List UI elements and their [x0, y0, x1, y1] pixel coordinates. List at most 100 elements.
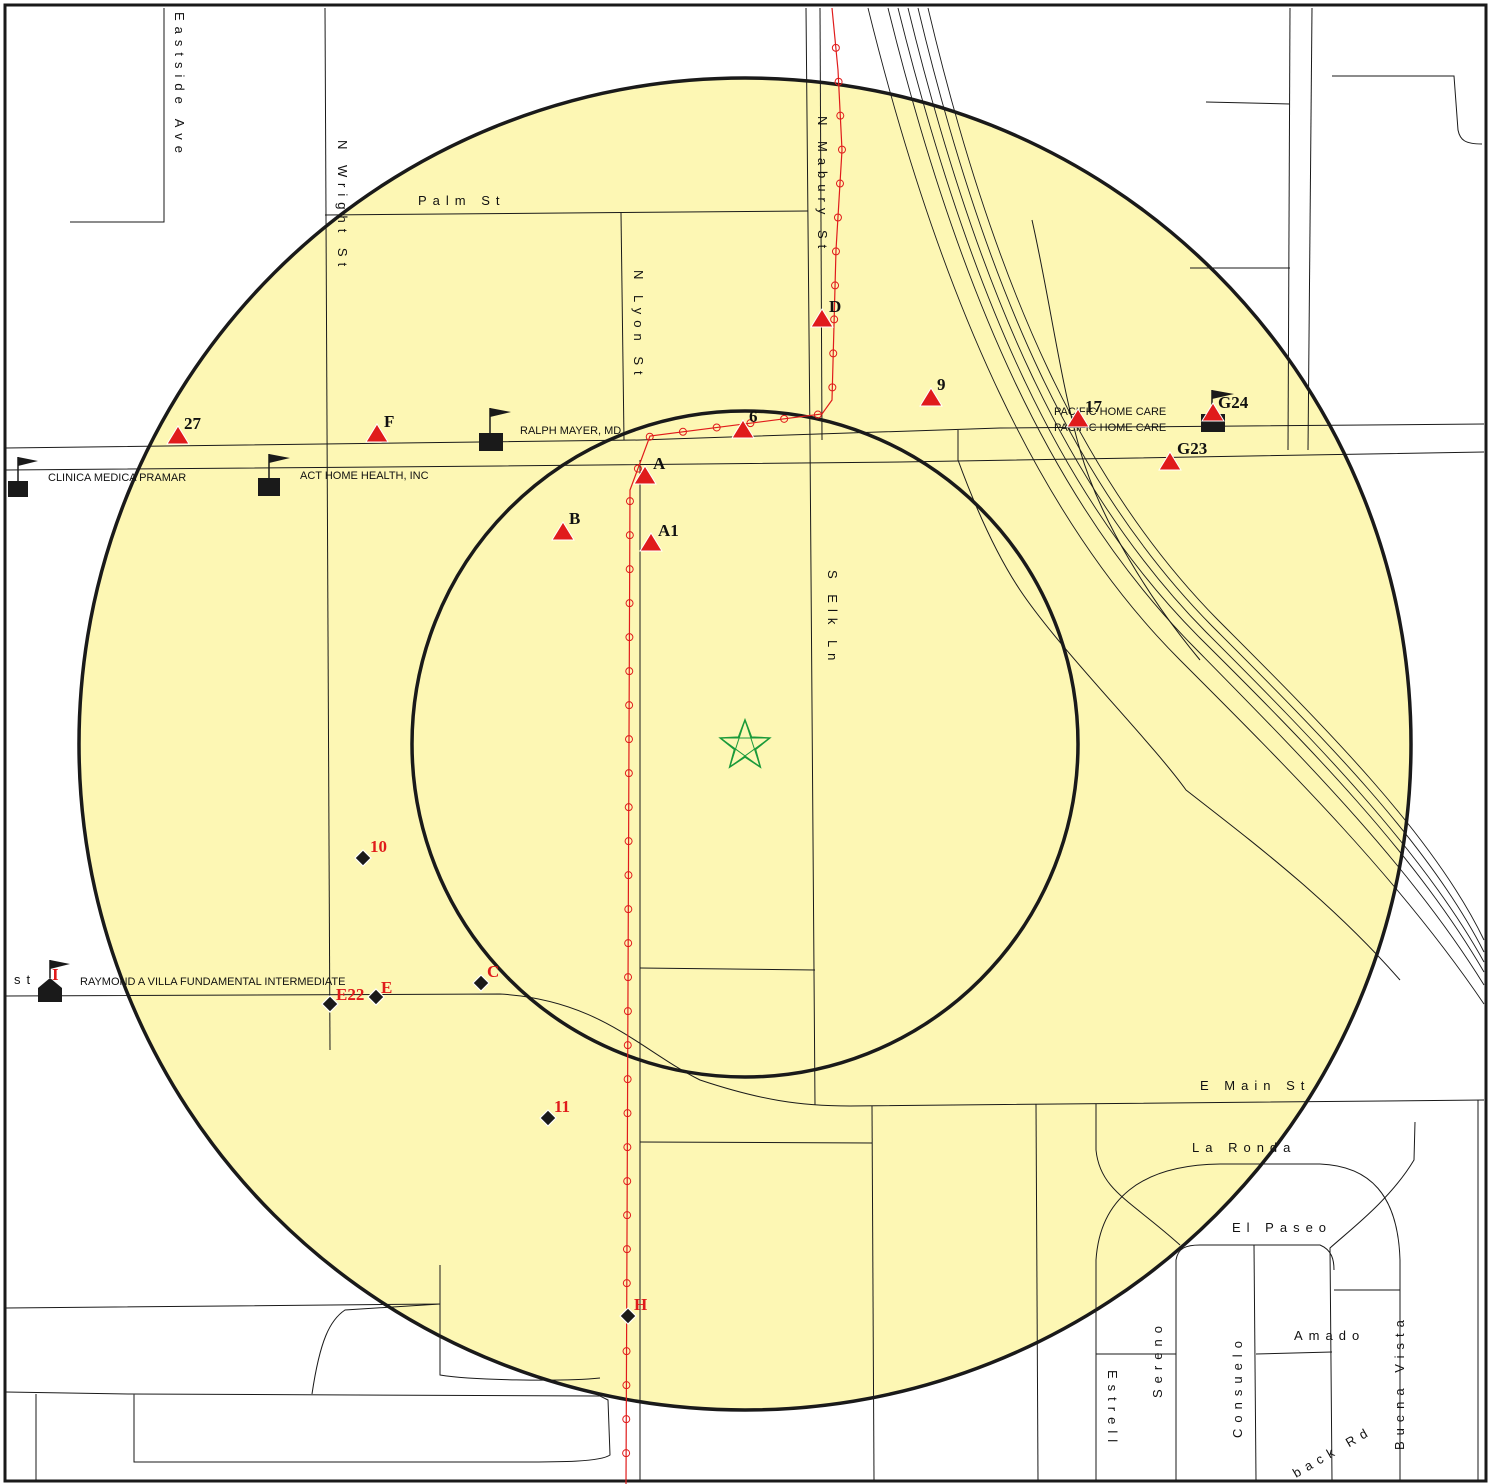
route-node — [622, 1347, 631, 1356]
site-label-s11: 11 — [554, 1097, 570, 1116]
outer-buffer-ring — [77, 76, 1413, 1412]
route-node — [623, 1109, 632, 1118]
route-node — [625, 497, 634, 506]
street-label-n-lyon-st: N Lyon St — [631, 270, 646, 381]
route-node — [625, 565, 634, 574]
route-node — [625, 701, 634, 710]
flag-icon[interactable] — [479, 408, 511, 451]
site-triangle-icon[interactable] — [633, 465, 657, 485]
site-triangle-icon[interactable] — [919, 387, 943, 407]
route-node — [829, 349, 838, 358]
site-triangle-icon[interactable] — [731, 419, 755, 439]
route-node — [624, 769, 633, 778]
flag-icon[interactable] — [8, 457, 38, 497]
facility-label-raymond: RAYMOND A VILLA FUNDAMENTAL INTERMEDIATE — [80, 976, 345, 988]
site-label-B: B — [569, 509, 580, 528]
route-node — [624, 973, 633, 982]
route-node — [625, 531, 634, 540]
route-node — [645, 432, 654, 441]
site-label-s17: 17 — [1085, 397, 1103, 416]
site-triangle-icon[interactable] — [166, 425, 190, 445]
site-label-s10: 10 — [370, 837, 387, 856]
site-label-F: F — [384, 412, 394, 431]
flag-icon[interactable] — [258, 454, 290, 496]
site-label-G24: G24 — [1218, 393, 1249, 412]
site-diamond-icon[interactable] — [321, 995, 339, 1013]
route-node — [678, 427, 687, 436]
route-node — [623, 1075, 632, 1084]
route-node — [625, 599, 634, 608]
street-label-estrell: Estrell — [1105, 1370, 1120, 1448]
route-node — [831, 281, 840, 290]
site-label-E: E — [381, 978, 392, 997]
route-node — [622, 1279, 631, 1288]
route-node — [831, 247, 840, 256]
route-node — [830, 315, 839, 324]
site-label-E22: E22 — [336, 985, 364, 1004]
facility-label-act-home: ACT HOME HEALTH, INC — [300, 470, 429, 482]
site-triangle-icon[interactable] — [1066, 408, 1090, 428]
route-node — [624, 905, 633, 914]
street-label-n-wright-st: N Wright St — [335, 140, 350, 272]
street-label-consuelo: Consuelo — [1230, 1335, 1245, 1438]
route-node — [625, 667, 634, 676]
route-node — [622, 1245, 631, 1254]
route-node — [831, 43, 840, 52]
route-node — [623, 1211, 632, 1220]
site-diamond-icon[interactable] — [367, 988, 385, 1006]
route-node — [834, 77, 843, 86]
route-node — [622, 1381, 631, 1390]
site-label-D: D — [829, 297, 841, 316]
route-node — [623, 1041, 632, 1050]
route-node — [623, 1007, 632, 1016]
site-triangle-icon[interactable] — [1158, 451, 1182, 471]
site-label-C: C — [487, 962, 499, 981]
street-label-buena-vista: Buena Vista — [1392, 1314, 1407, 1450]
route-node — [624, 939, 633, 948]
inner-buffer-ring — [410, 409, 1080, 1079]
site-diamond-icon[interactable] — [472, 974, 490, 992]
route-node — [828, 383, 837, 392]
site-diamond-icon[interactable] — [354, 849, 372, 867]
street-label-sereno: Sereno — [1150, 1320, 1165, 1398]
street-label-amado: Amado — [1294, 1328, 1365, 1343]
facility-label-ralph-mayer: RALPH MAYER, MD — [520, 425, 621, 437]
route-node — [836, 111, 845, 120]
site-triangle-icon[interactable] — [1201, 402, 1225, 422]
route-node — [624, 837, 633, 846]
triangle-sites: 27 F D 9 6 A B A1 17 G24 G23 — [166, 297, 1249, 552]
rail-route — [622, 7, 846, 1484]
site-triangle-icon[interactable] — [365, 423, 389, 443]
route-node — [835, 179, 844, 188]
site-label-A1: A1 — [658, 521, 679, 540]
route-node — [837, 145, 846, 154]
site-triangle-icon[interactable] — [810, 308, 834, 328]
site-diamond-icon[interactable] — [539, 1109, 557, 1127]
site-label-s6: 6 — [749, 407, 758, 426]
street-label-palm-st: Palm St — [418, 193, 506, 208]
route-node — [622, 1449, 631, 1458]
street-label-la-ronda: La Ronda — [1192, 1140, 1296, 1155]
route-node — [622, 1415, 631, 1424]
route-node — [746, 419, 755, 428]
site-triangle-icon[interactable] — [639, 532, 663, 552]
site-triangle-icon[interactable] — [551, 521, 575, 541]
facility-label-clinica: CLINICA MEDICA PRAMAR — [48, 472, 186, 484]
route-node — [623, 1143, 632, 1152]
route-node — [625, 633, 634, 642]
route-node — [833, 213, 842, 222]
street-label-e-main-st: E Main St — [1200, 1078, 1310, 1093]
street-label-st-fragment: st — [14, 972, 36, 987]
street-label-n-mabury-st: N Mabury St — [815, 116, 830, 254]
route-node — [624, 803, 633, 812]
school-icon[interactable] — [38, 960, 70, 1002]
site-label-s27: 27 — [184, 414, 202, 433]
site-diamond-icon[interactable] — [619, 1307, 637, 1325]
site-label-s9: 9 — [937, 375, 946, 394]
route-node — [712, 423, 721, 432]
route-node — [633, 464, 642, 473]
road-network — [5, 7, 1485, 1481]
diamond-sites: 10 C E E22 11 H I — [52, 837, 647, 1325]
